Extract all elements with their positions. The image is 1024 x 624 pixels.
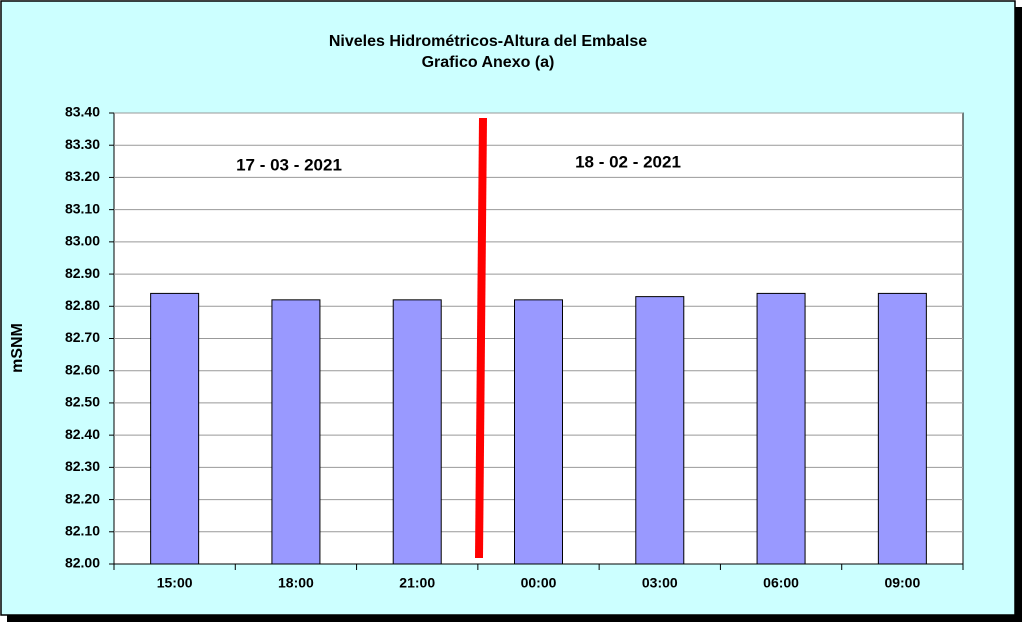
y-tick-label: 82.10 [65,522,100,538]
y-tick-label: 83.20 [65,168,100,184]
x-tick-label: 21:00 [399,575,435,591]
bar [392,299,442,565]
y-tick-label: 83.10 [65,200,100,216]
x-tick-label: 18:00 [278,575,314,591]
y-tick-label: 83.30 [65,136,100,152]
x-tick-label: 03:00 [642,575,678,591]
bar [877,292,927,565]
y-tick-label: 82.40 [65,426,100,442]
bar [150,292,200,565]
y-axis-label: mSNM [9,323,26,373]
y-tick-label: 83.00 [65,233,100,249]
y-tick-label: 82.80 [65,297,100,313]
y-tick-label: 83.40 [65,104,100,120]
chart-subtitle: Grafico Anexo (a) [422,54,555,71]
y-tick-label: 82.30 [65,458,100,474]
x-tick-label: 09:00 [884,575,920,591]
annotation: 18 - 02 - 2021 [575,152,681,171]
bar [514,299,563,565]
y-tick-label: 82.20 [65,490,100,506]
day-divider [475,117,487,559]
x-tick-label: 00:00 [521,575,557,591]
x-tick-label: 06:00 [763,575,799,591]
bar [271,299,321,565]
annotation: 17 - 03 - 2021 [236,155,342,174]
chart-title: Niveles Hidrométricos-Altura del Embalse [329,33,647,50]
y-tick-label: 82.70 [65,329,100,345]
y-tick-label: 82.60 [65,361,100,377]
y-tick-label: 82.90 [65,265,100,281]
x-tick-label: 15:00 [157,575,193,591]
y-tick-label: 82.00 [65,555,100,571]
y-tick-label: 82.50 [65,394,100,410]
bar [756,292,806,565]
bar [635,296,685,565]
